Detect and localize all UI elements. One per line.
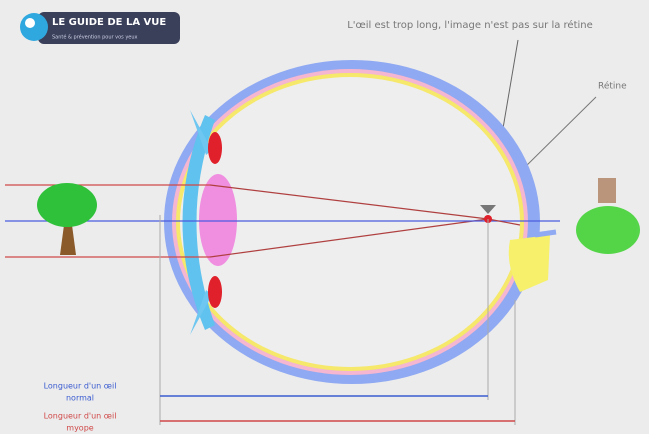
myopic-label: Longueur d'un œil — [44, 412, 117, 421]
optic-sheath — [535, 232, 556, 235]
image-trunk — [598, 178, 616, 203]
normal-label: normal — [66, 394, 94, 403]
retina-label: Rétine — [598, 81, 627, 92]
normal-label: Longueur d'un œil — [44, 382, 117, 391]
iris-bottom — [208, 276, 222, 308]
myopic-label: myope — [66, 424, 94, 433]
logo-icon-highlight — [25, 18, 35, 28]
iris-top — [208, 132, 222, 164]
eye-diagram: LE GUIDE DE LA VUE Santé & prévention po… — [0, 0, 649, 434]
logo-icon — [20, 13, 48, 41]
tree-crown — [37, 183, 97, 227]
logo-title: LE GUIDE DE LA VUE — [52, 17, 166, 28]
logo-subtitle: Santé & prévention pour vos yeux — [52, 34, 138, 41]
caption: L'œil est trop long, l'image n'est pas s… — [347, 19, 593, 31]
logo: LE GUIDE DE LA VUE Santé & prévention po… — [20, 12, 180, 44]
image-crown — [576, 206, 640, 254]
